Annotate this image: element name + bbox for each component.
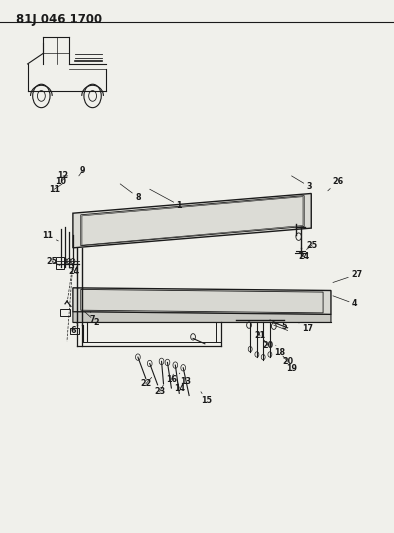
Polygon shape bbox=[56, 257, 64, 269]
Circle shape bbox=[173, 362, 178, 368]
Circle shape bbox=[71, 259, 75, 264]
Circle shape bbox=[59, 259, 63, 264]
Circle shape bbox=[247, 322, 251, 328]
Text: 25: 25 bbox=[307, 241, 318, 249]
Bar bbox=[70, 328, 79, 334]
Circle shape bbox=[296, 233, 301, 240]
Text: 24: 24 bbox=[69, 266, 80, 276]
Polygon shape bbox=[73, 193, 311, 248]
Circle shape bbox=[261, 354, 265, 360]
Circle shape bbox=[248, 346, 252, 352]
Circle shape bbox=[255, 352, 259, 357]
Text: 15: 15 bbox=[201, 392, 212, 405]
Circle shape bbox=[159, 358, 164, 365]
Circle shape bbox=[181, 365, 186, 371]
Text: 19: 19 bbox=[286, 361, 297, 373]
Text: 6: 6 bbox=[70, 322, 77, 335]
Bar bbox=[60, 309, 70, 316]
Text: 5: 5 bbox=[270, 320, 286, 330]
Text: 17: 17 bbox=[298, 322, 313, 333]
Text: 20: 20 bbox=[282, 356, 293, 366]
Polygon shape bbox=[73, 288, 331, 314]
Text: 24: 24 bbox=[299, 252, 310, 261]
Text: 4: 4 bbox=[333, 296, 357, 308]
Text: 13: 13 bbox=[179, 373, 191, 385]
Text: 3: 3 bbox=[292, 176, 312, 191]
Text: 2: 2 bbox=[85, 312, 99, 327]
Circle shape bbox=[165, 359, 170, 366]
Text: 81J 046 1700: 81J 046 1700 bbox=[16, 13, 102, 26]
Polygon shape bbox=[73, 312, 331, 322]
Text: 27: 27 bbox=[333, 270, 362, 282]
Text: 11: 11 bbox=[49, 184, 62, 193]
Text: 11: 11 bbox=[43, 231, 58, 241]
Circle shape bbox=[147, 360, 152, 367]
Text: 20: 20 bbox=[262, 340, 273, 350]
Circle shape bbox=[268, 352, 272, 357]
Text: 7: 7 bbox=[90, 312, 95, 324]
Circle shape bbox=[191, 334, 195, 340]
Text: 22: 22 bbox=[140, 377, 152, 388]
Text: 18: 18 bbox=[274, 345, 285, 357]
Text: 25: 25 bbox=[46, 257, 60, 265]
Circle shape bbox=[271, 323, 276, 329]
Text: 26: 26 bbox=[328, 177, 344, 191]
Text: 9: 9 bbox=[79, 166, 85, 176]
Text: 16: 16 bbox=[166, 374, 177, 384]
Text: 8: 8 bbox=[120, 184, 141, 201]
Text: 10: 10 bbox=[56, 177, 67, 185]
Text: 21: 21 bbox=[255, 332, 266, 340]
Text: 14: 14 bbox=[174, 381, 185, 392]
Circle shape bbox=[63, 259, 67, 264]
Text: 1: 1 bbox=[150, 189, 182, 209]
Text: 12: 12 bbox=[58, 172, 69, 180]
Circle shape bbox=[67, 259, 71, 264]
Circle shape bbox=[136, 354, 140, 360]
Text: 23: 23 bbox=[154, 385, 165, 396]
